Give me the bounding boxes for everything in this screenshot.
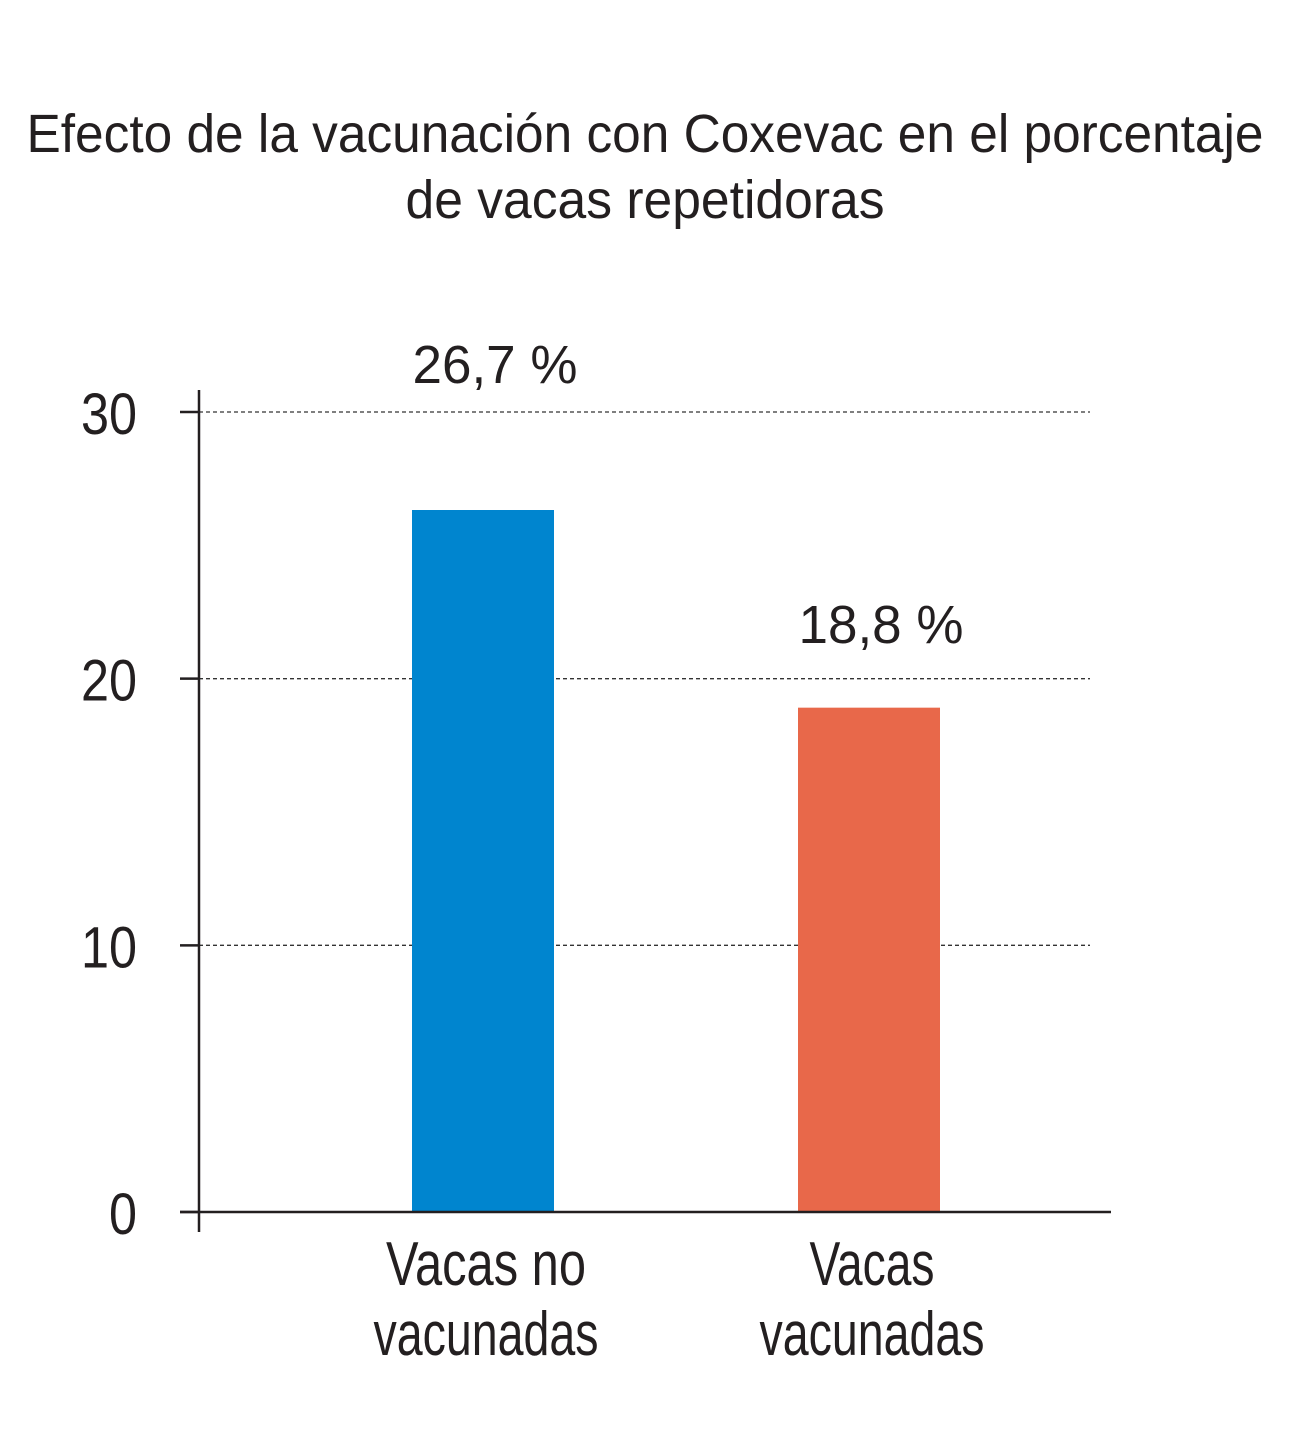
data-label: 26,7 % [413, 335, 578, 395]
y-tick-label: 0 [109, 1182, 137, 1247]
x-category-label: Vacas [810, 1230, 935, 1299]
title-line: de vacas repetidoras [406, 170, 885, 230]
y-tick-label: 10 [81, 915, 137, 980]
y-tick-label: 30 [81, 382, 137, 447]
y-tick-label: 20 [81, 649, 137, 714]
bar-1 [412, 510, 554, 1212]
axes [180, 390, 1111, 1232]
x-category-label: Vacas no [386, 1230, 586, 1299]
chart-title: Efecto de la vacunación con Coxevac en e… [27, 104, 1264, 230]
title-line: Efecto de la vacunación con Coxevac en e… [27, 104, 1264, 164]
x-category-label: vacunadas [374, 1300, 599, 1369]
bars [412, 510, 940, 1212]
data-label: 18,8 % [799, 595, 964, 655]
x-category-label: vacunadas [760, 1300, 985, 1369]
bar-2 [798, 707, 940, 1212]
gridlines [199, 411, 1090, 946]
